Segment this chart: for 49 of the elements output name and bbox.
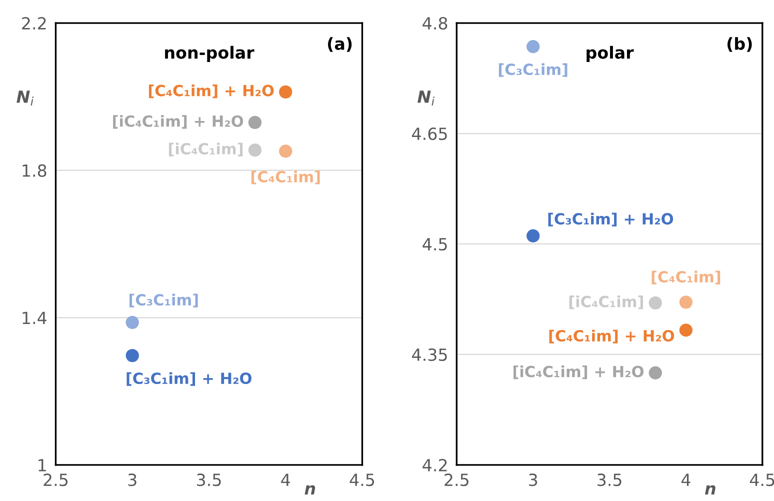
x-tick-label: 4	[281, 474, 290, 486]
y-tick-label: 4.65	[412, 127, 447, 140]
text: non-polar	[165, 46, 254, 62]
x-tick-label: 3	[529, 474, 538, 486]
point	[279, 144, 292, 158]
point	[126, 316, 139, 330]
y-tick-label: 1.4	[22, 312, 46, 324]
point	[679, 296, 693, 309]
point	[248, 144, 262, 157]
series-label: [C₄C₁im]	[652, 270, 720, 284]
series-label: [C₃C₁im]	[130, 294, 198, 308]
y-tick-label: 1	[38, 459, 46, 472]
x-axis-title: n	[704, 485, 716, 495]
series-label: [C₃C₁im] + H₂O	[548, 212, 674, 226]
point	[526, 40, 540, 54]
series-label: [C₃C₁im]	[498, 63, 568, 77]
point	[648, 366, 662, 380]
series-label: [C₄C₁im] + H₂O	[549, 330, 674, 344]
y-tick-label: 1.8	[22, 164, 46, 177]
y-tick-label: 4.2	[422, 458, 447, 472]
x-tick-label: 3.5	[197, 474, 221, 486]
y-axis-title: N$_{i}$	[418, 90, 434, 106]
x-tick-label: 3	[128, 474, 136, 486]
series-label: [iC₄C₁im] + H₂O	[514, 365, 644, 380]
y-tick-label: 2.2	[22, 17, 46, 30]
point	[248, 116, 262, 130]
point	[679, 324, 693, 337]
point	[279, 85, 292, 98]
y-tick-label: 4.5	[422, 238, 447, 251]
y-axis-title: N$_{i}$	[16, 90, 34, 106]
point	[526, 229, 540, 242]
point	[648, 296, 662, 310]
y-tick-label: 4.35	[412, 348, 447, 362]
x-tick-label: 3.5	[598, 474, 622, 486]
series-label: [C₄C₁im]	[251, 170, 320, 184]
x-tick-label: 2.5	[444, 474, 468, 486]
text: polar	[586, 46, 634, 62]
x-tick-label: 4	[681, 474, 690, 486]
point	[126, 348, 139, 362]
y-tick-label: 4.8	[422, 17, 448, 30]
x-tick-label: 4.5	[350, 474, 374, 486]
annotation: (a)	[328, 37, 352, 52]
x-tick-label: 4.5	[750, 474, 774, 486]
series-label: [iC₄C₁im] + H₂O	[113, 115, 244, 129]
series-label: [C₄C₁im] + H₂O	[148, 84, 274, 98]
series-label: [C₃C₁im] + H₂O	[126, 372, 252, 386]
x-tick-label: 2.5	[44, 474, 68, 486]
x-axis-title: n	[304, 485, 316, 495]
annotation: (b)	[727, 37, 752, 52]
